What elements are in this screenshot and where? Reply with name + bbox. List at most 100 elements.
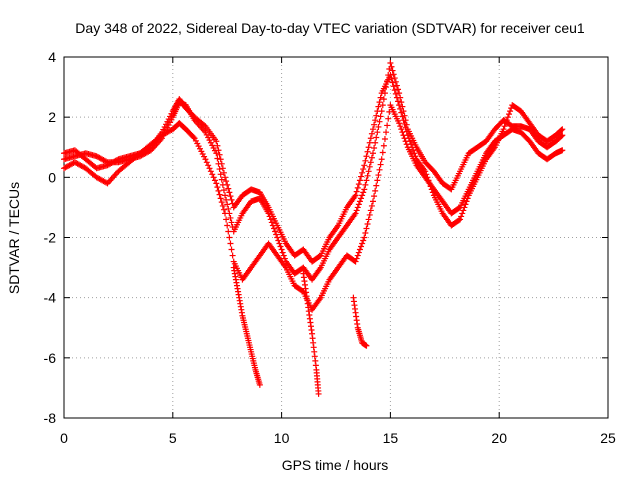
data-point: [397, 123, 404, 130]
data-point: [459, 210, 466, 217]
data-point: [222, 174, 229, 181]
data-point: [409, 144, 416, 151]
data-point: [558, 132, 565, 139]
data-point: [559, 132, 566, 139]
data-point: [369, 126, 376, 133]
data-point: [273, 231, 280, 238]
data-point: [364, 172, 371, 179]
data-point: [391, 87, 398, 94]
data-point: [367, 207, 374, 214]
data-point: [359, 169, 366, 176]
data-point: [356, 198, 363, 205]
x-tick-label: 5: [169, 430, 177, 446]
data-point: [412, 153, 419, 160]
data-point: [222, 192, 229, 199]
series-0: [61, 60, 566, 283]
data-point: [365, 144, 372, 151]
data-point: [275, 237, 282, 244]
data-point: [225, 205, 232, 212]
data-point: [270, 225, 277, 232]
data-point: [219, 165, 226, 172]
data-point: [220, 206, 227, 213]
data-point: [398, 126, 405, 133]
data-point: [374, 108, 381, 115]
data-point: [220, 169, 227, 176]
data-point: [363, 342, 370, 349]
data-point: [399, 129, 406, 136]
data-point: [381, 135, 388, 142]
data-point: [559, 147, 566, 154]
data-point: [398, 109, 405, 116]
data-point: [458, 213, 465, 220]
data-point: [209, 171, 216, 178]
data-point: [397, 105, 404, 112]
data-point: [393, 94, 400, 101]
data-point: [364, 148, 371, 155]
data-point: [164, 118, 171, 125]
data-point: [215, 187, 222, 194]
series-3: [230, 264, 263, 388]
data-point: [223, 196, 230, 203]
data-point: [383, 129, 390, 136]
data-point: [161, 123, 168, 130]
data-point: [400, 117, 407, 124]
data-point: [190, 134, 197, 141]
data-point: [218, 160, 225, 167]
data-point: [280, 252, 287, 259]
data-point: [457, 216, 464, 223]
data-point: [426, 180, 433, 187]
data-point: [217, 195, 224, 202]
data-point: [353, 207, 360, 214]
data-point: [361, 234, 368, 241]
data-point: [215, 147, 222, 154]
data-points: [61, 60, 566, 397]
data-point: [217, 171, 224, 178]
data-point: [423, 171, 430, 178]
data-point: [392, 78, 399, 85]
data-point: [218, 176, 225, 183]
data-point: [504, 114, 511, 121]
data-point: [377, 113, 384, 120]
data-point: [214, 142, 221, 149]
data-point: [500, 126, 507, 133]
data-point: [194, 140, 201, 147]
data-point: [422, 168, 429, 175]
y-tick-label: -8: [44, 410, 57, 426]
data-point: [353, 188, 360, 195]
data-point: [353, 255, 360, 262]
data-point: [403, 128, 410, 135]
data-point: [223, 216, 230, 223]
data-point: [365, 168, 372, 175]
data-point: [367, 135, 374, 142]
data-point: [388, 63, 395, 70]
data-point: [425, 177, 432, 184]
data-point: [299, 287, 306, 294]
data-point: [281, 255, 288, 262]
data-point: [368, 154, 375, 161]
data-point: [213, 150, 220, 157]
data-point: [376, 99, 383, 106]
data-point: [358, 195, 365, 202]
data-point: [427, 183, 434, 190]
data-point: [356, 177, 363, 184]
x-tick-label: 10: [274, 430, 290, 446]
data-point: [168, 116, 175, 123]
data-point: [362, 229, 369, 236]
data-point: [367, 159, 374, 166]
data-point: [214, 155, 221, 162]
data-point: [203, 131, 210, 138]
data-point: [377, 94, 384, 101]
data-point: [205, 162, 212, 169]
data-point: [380, 96, 387, 103]
data-point: [507, 108, 514, 115]
data-point: [379, 149, 386, 156]
data-point: [389, 67, 396, 74]
y-tick-label: -6: [44, 350, 57, 366]
data-point: [460, 207, 467, 214]
data-point: [227, 240, 234, 247]
data-point: [408, 141, 415, 148]
data-point: [406, 138, 413, 145]
data-point: [358, 243, 365, 250]
data-point: [503, 117, 510, 124]
data-point: [366, 139, 373, 146]
